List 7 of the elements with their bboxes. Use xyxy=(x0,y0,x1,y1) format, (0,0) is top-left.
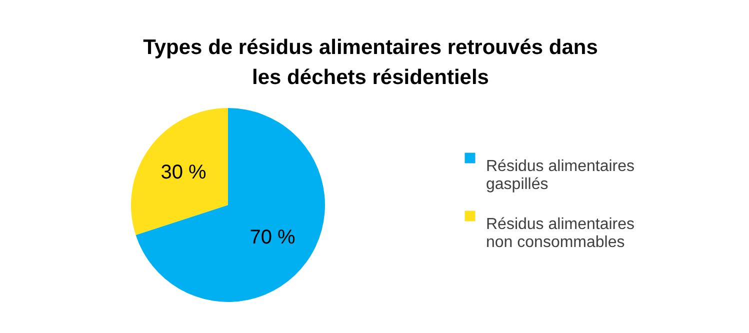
data-label: 70 % xyxy=(250,226,296,248)
data-label: 30 % xyxy=(160,162,207,184)
pie-slice xyxy=(131,108,228,235)
chart-title: Types de résidus alimentaires retrouvés dans les déchets résidentiels xyxy=(143,36,598,89)
legend-label: Résidus alimentaires gaspillés xyxy=(486,158,635,193)
legend-label: Résidus alimentaires non consommables xyxy=(486,216,635,251)
pie-slice xyxy=(136,108,325,302)
